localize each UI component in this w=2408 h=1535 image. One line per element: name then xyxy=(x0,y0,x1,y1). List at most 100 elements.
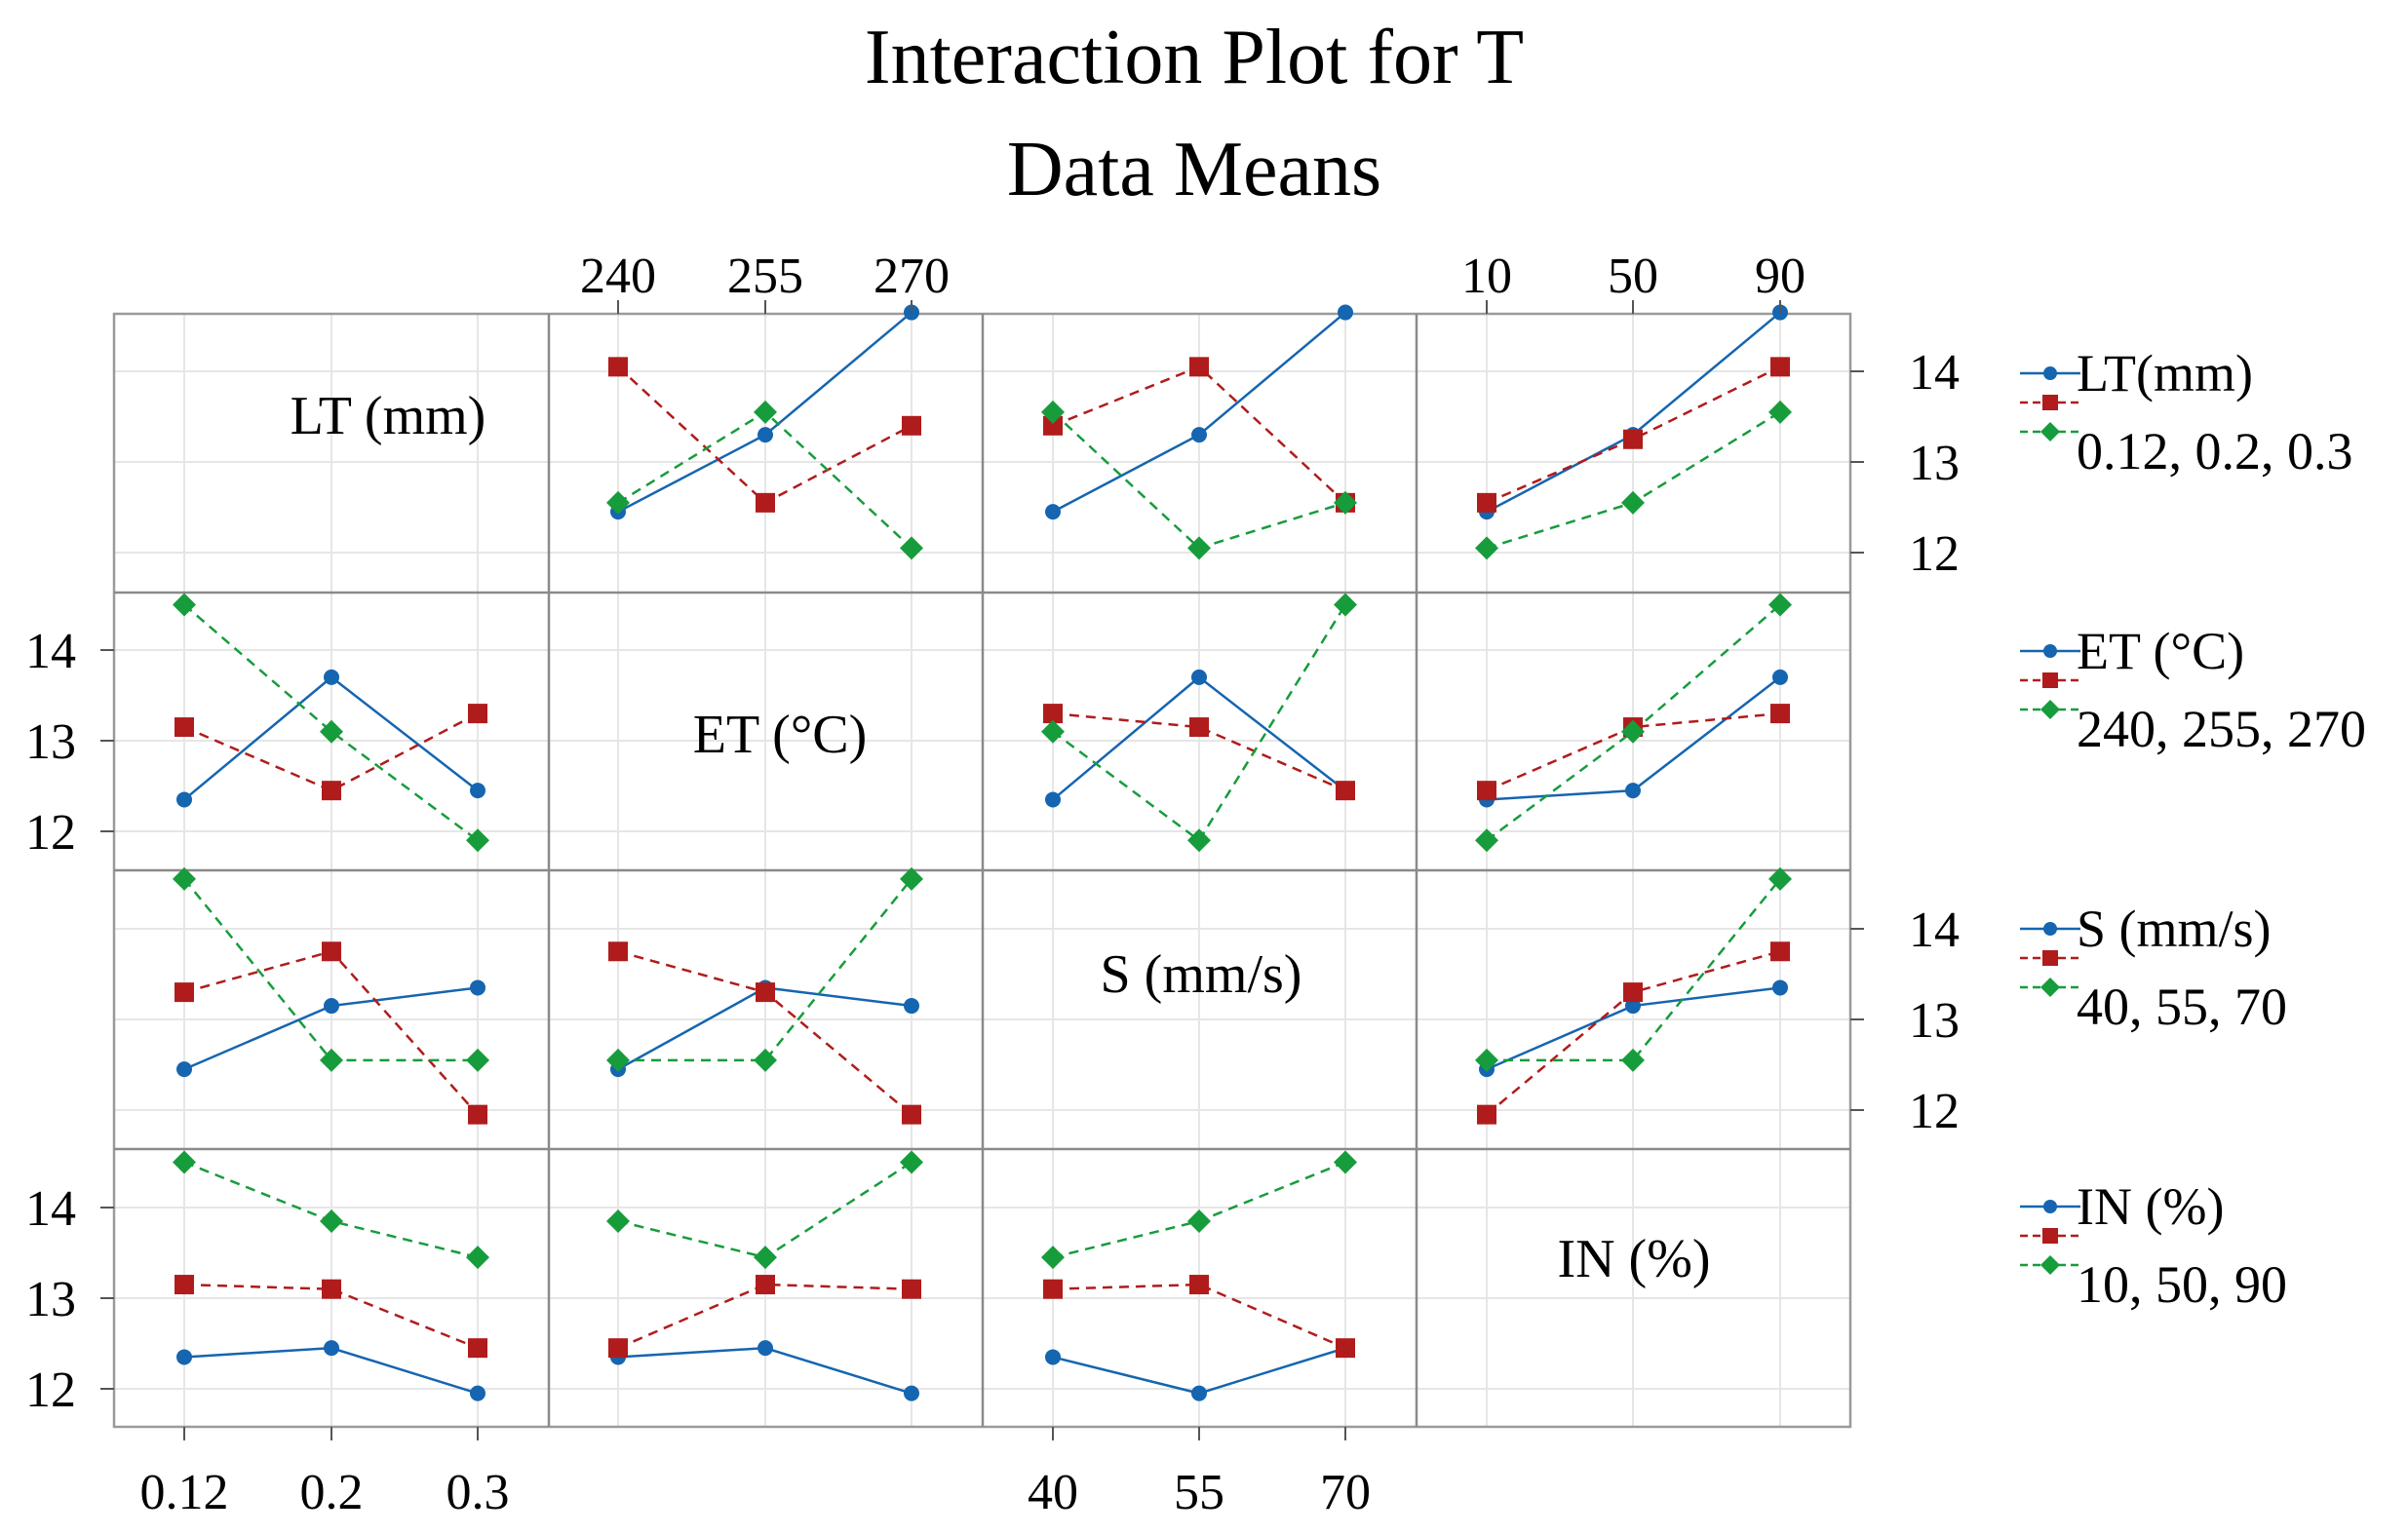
legend-marker-r1-s2 xyxy=(2040,700,2060,719)
marker-r3c2-s1-p1 xyxy=(1189,1275,1209,1295)
legend-title-r1: ET (°C) xyxy=(2077,622,2244,680)
marker-r1c0-s0-p2 xyxy=(470,783,485,799)
marker-r1c0-s2-p1 xyxy=(320,719,343,744)
marker-r0c2-s1-p1 xyxy=(1189,357,1209,377)
marker-r1c2-s2-p0 xyxy=(1041,719,1065,744)
legend-marker-r1-s1 xyxy=(2042,672,2058,688)
marker-r2c1-s1-p1 xyxy=(756,982,775,1003)
diagonal-labels: LT (mm) ET (°C) S (mm/s) IN (%) xyxy=(291,386,1711,1289)
series-line-r1c0-s1 xyxy=(183,711,479,792)
series-line-r2c1-s2 xyxy=(618,878,913,1062)
legend-levels-r0: 0.12, 0.2, 0.3 xyxy=(2077,422,2353,480)
marker-r1c0-s0-p1 xyxy=(324,669,339,685)
marker-r0c3-s2-p2 xyxy=(1768,400,1792,424)
y-tick-left-r3-1: 13 xyxy=(25,1272,76,1327)
marker-r1c3-s2-p2 xyxy=(1768,593,1792,617)
panel-frames xyxy=(112,312,1852,1429)
marker-r0c1-s2-p1 xyxy=(754,400,777,424)
marker-r1c2-s2-p2 xyxy=(1334,593,1357,617)
marker-r3c1-s2-p2 xyxy=(900,1150,923,1174)
marker-r3c2-s0-p0 xyxy=(1045,1349,1061,1365)
marker-r1c2-s1-p2 xyxy=(1336,781,1355,801)
x-tick-top-c1-2: 270 xyxy=(874,249,950,304)
x-tick-top-c1-0: 240 xyxy=(580,249,656,304)
series-line-r1c2-s2 xyxy=(1052,603,1347,843)
axis-ticks: 240 255 270 10 50 90 0.12 0.2 0.3 40 55 70 12 13 14 12 1… xyxy=(25,249,1960,1520)
marker-r3c2-s2-p2 xyxy=(1334,1150,1357,1174)
marker-r0c1-s0-p1 xyxy=(757,427,773,443)
marker-r2c0-s0-p1 xyxy=(324,998,339,1015)
marker-r3c0-s0-p2 xyxy=(470,1385,485,1401)
marker-r3c0-s1-p0 xyxy=(175,1275,194,1295)
marker-r0c2-s0-p1 xyxy=(1191,427,1207,443)
marker-r0c1-s2-p0 xyxy=(606,490,630,515)
marker-r0c1-s1-p1 xyxy=(756,492,775,513)
marker-r2c3-s2-p0 xyxy=(1475,1048,1498,1072)
marker-r3c2-s1-p0 xyxy=(1043,1279,1063,1299)
y-tick-left-r3-0: 12 xyxy=(25,1362,76,1418)
series-line-r1c3-s1 xyxy=(1486,711,1781,792)
marker-r1c2-s0-p1 xyxy=(1191,669,1207,685)
y-tick-right-r0-2: 14 xyxy=(1909,345,1960,401)
legend-marker-r2-s1 xyxy=(2042,950,2058,966)
diagonal-label-2: S (mm/s) xyxy=(1101,944,1302,1005)
legend-marker-r3-s2 xyxy=(2040,1255,2060,1275)
marker-r1c0-s1-p0 xyxy=(175,717,194,738)
series-line-r3c0-s1 xyxy=(183,1283,479,1350)
x-tick-top-c3-0: 10 xyxy=(1461,249,1512,304)
marker-r3c0-s0-p1 xyxy=(324,1340,339,1357)
marker-r1c3-s2-p0 xyxy=(1475,828,1498,853)
y-tick-left-r1-2: 14 xyxy=(25,624,76,679)
y-tick-right-r0-1: 13 xyxy=(1909,436,1960,491)
marker-r1c2-s2-p1 xyxy=(1187,828,1211,853)
x-tick-bottom-c2-2: 70 xyxy=(1320,1465,1371,1520)
chart-title: Interaction Plot for T xyxy=(865,15,1524,100)
marker-r3c0-s1-p2 xyxy=(468,1338,487,1359)
marker-r2c0-s0-p0 xyxy=(176,1061,192,1078)
marker-r2c0-s1-p2 xyxy=(468,1104,487,1125)
legend-title-r0: LT(mm) xyxy=(2077,344,2253,403)
marker-r1c0-s1-p1 xyxy=(322,781,341,801)
marker-r2c1-s2-p0 xyxy=(606,1048,630,1072)
marker-r0c3-s2-p1 xyxy=(1621,490,1645,515)
marker-r0c3-s1-p2 xyxy=(1770,357,1790,377)
marker-r2c0-s2-p2 xyxy=(466,1048,489,1072)
legend-marker-r0-s0 xyxy=(2043,366,2057,380)
marker-r0c2-s2-p1 xyxy=(1187,536,1211,560)
marker-r2c3-s0-p2 xyxy=(1772,979,1788,996)
marker-r3c1-s0-p2 xyxy=(904,1385,919,1401)
marker-r1c3-s2-p1 xyxy=(1621,719,1645,744)
marker-r1c2-s0-p0 xyxy=(1045,791,1061,808)
legend-marker-r3-s1 xyxy=(2042,1228,2058,1244)
marker-r1c3-s1-p2 xyxy=(1770,704,1790,724)
y-tick-right-r2-2: 14 xyxy=(1909,902,1960,958)
diagonal-label-0: LT (mm) xyxy=(291,386,486,446)
diagonal-label-1: ET (°C) xyxy=(693,705,867,765)
marker-r2c3-s1-p2 xyxy=(1770,941,1790,962)
legend-title-r3: IN (%) xyxy=(2077,1177,2224,1236)
marker-r3c1-s1-p2 xyxy=(902,1279,921,1299)
series-line-r1c2-s1 xyxy=(1052,711,1346,792)
marker-r3c2-s0-p1 xyxy=(1191,1385,1207,1401)
marker-r3c2-s1-p2 xyxy=(1336,1338,1355,1359)
marker-r0c1-s1-p2 xyxy=(902,415,921,436)
x-tick-top-c3-1: 50 xyxy=(1608,249,1658,304)
marker-r3c1-s1-p1 xyxy=(756,1275,775,1295)
x-tick-bottom-c0-2: 0.3 xyxy=(447,1465,510,1520)
marker-r0c3-s1-p1 xyxy=(1623,429,1643,449)
legend-title-r2: S (mm/s) xyxy=(2077,900,2272,958)
x-tick-top-c3-2: 90 xyxy=(1755,249,1806,304)
marker-r1c2-s1-p0 xyxy=(1043,704,1063,724)
x-tick-bottom-c0-0: 0.12 xyxy=(140,1465,229,1520)
marker-r3c0-s1-p1 xyxy=(322,1279,341,1299)
marker-r3c2-s2-p1 xyxy=(1187,1209,1211,1233)
legend-levels-r1: 240, 255, 270 xyxy=(2077,700,2366,758)
legend-marker-r2-s2 xyxy=(2040,978,2060,997)
marker-r1c3-s1-p0 xyxy=(1477,781,1496,801)
marker-r2c1-s1-p2 xyxy=(902,1104,921,1125)
marker-r0c2-s2-p0 xyxy=(1041,400,1065,424)
marker-r3c1-s2-p0 xyxy=(606,1209,630,1233)
marker-r2c3-s1-p0 xyxy=(1477,1104,1496,1125)
marker-r3c2-s2-p0 xyxy=(1041,1246,1065,1270)
y-tick-left-r1-0: 12 xyxy=(25,805,76,861)
